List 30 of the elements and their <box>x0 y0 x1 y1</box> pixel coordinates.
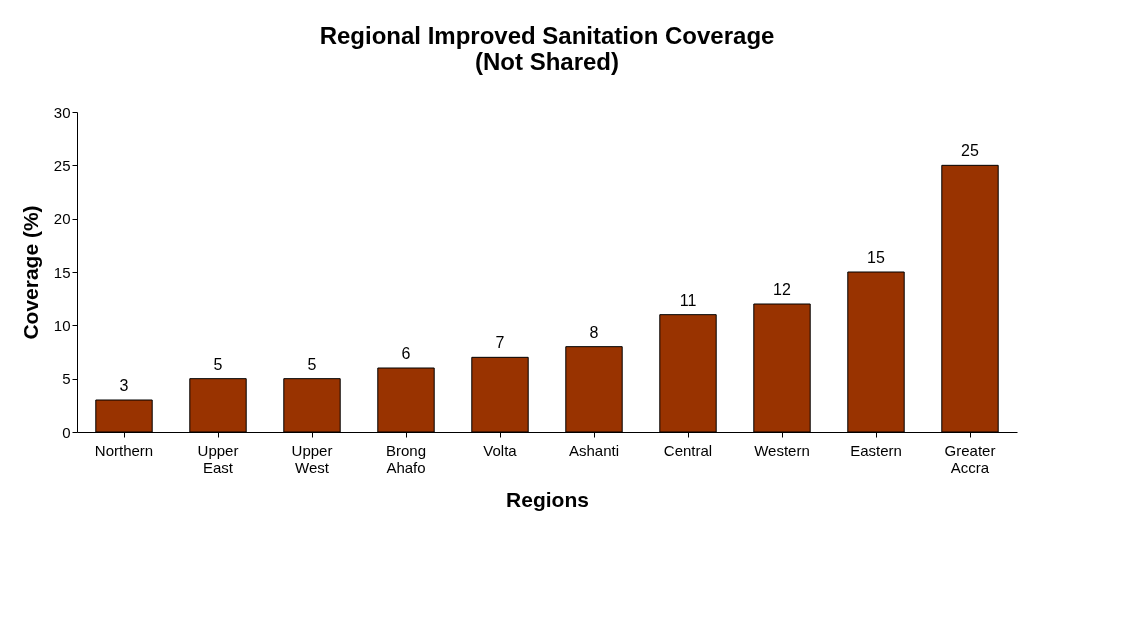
x-tick-label: Upper West <box>291 441 333 476</box>
x-tick-label: Eastern <box>850 441 902 459</box>
y-tick-label: 20 <box>53 210 71 228</box>
data-label: 15 <box>867 249 885 266</box>
data-label: 5 <box>213 355 223 373</box>
data-label: 3 <box>119 377 129 394</box>
x-tick-label: Ashanti <box>568 441 620 459</box>
data-label: 25 <box>961 142 979 160</box>
data-label: 11 <box>679 291 697 309</box>
y-tick-label: 25 <box>53 156 71 174</box>
x-tick-label: Upper East <box>197 441 239 476</box>
data-label: 5 <box>307 355 317 373</box>
y-tick-label: 10 <box>53 316 71 334</box>
data-label: 6 <box>401 345 411 362</box>
y-tick-label: 5 <box>62 370 71 388</box>
x-tick-label: Volta <box>483 441 518 459</box>
x-tick-label: Brong Ahafo <box>385 441 427 476</box>
y-axis-title: Coverage (%) <box>18 205 42 340</box>
y-tick-label: 0 <box>62 423 71 441</box>
y-tick-label: 15 <box>53 263 71 281</box>
x-tick-label: Western <box>754 441 810 459</box>
x-tick-label: Central <box>663 441 713 459</box>
data-label: 12 <box>773 281 791 298</box>
x-tick-label: Greater Accra <box>944 441 996 476</box>
y-tick-label: 30 <box>53 103 71 121</box>
x-axis-title: Regions <box>506 487 589 511</box>
x-tick-label: Northern <box>94 441 154 459</box>
chart-title: Regional Improved Sanitation Coverage (Not Shared) <box>319 22 775 75</box>
data-label: 8 <box>589 323 599 341</box>
data-label: 7 <box>495 334 505 352</box>
